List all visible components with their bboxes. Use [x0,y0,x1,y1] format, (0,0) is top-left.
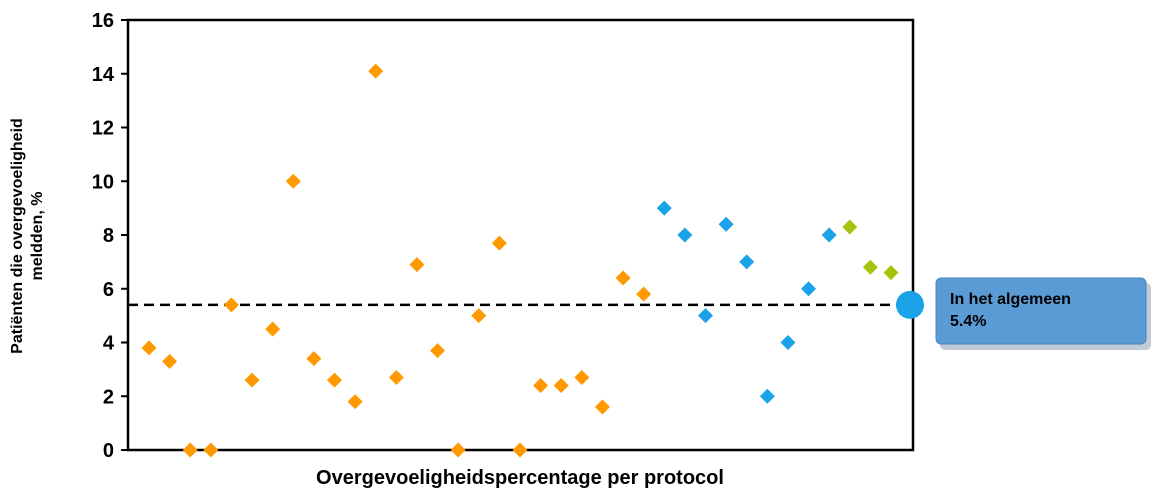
data-point-orange [182,442,198,458]
callout-background [935,277,1147,345]
y-tick-label: 2 [103,386,114,408]
data-point-orange [327,372,342,388]
data-point-orange [141,340,157,356]
y-tick-label: 10 [92,171,114,193]
callout-box: In het algemeen 5.4% [935,277,1151,350]
data-point-orange [347,394,363,410]
data-point-green [862,259,878,275]
plot-area-frame [126,18,915,452]
data-point-orange [388,369,404,385]
data-point-blue [739,254,755,270]
data-points [141,63,899,458]
data-point-orange [409,257,425,273]
data-point-orange [162,353,178,369]
y-tick-label: 4 [103,333,115,355]
data-point-blue [656,200,672,216]
data-point-orange [223,297,239,313]
y-tick-label: 14 [92,64,115,86]
y-tick-label: 8 [103,225,114,247]
y-axis-title-line2: meldden, % [29,192,46,281]
y-axis-title-line1: Patiënten die overgevoeligheid [9,118,26,354]
data-point-orange [553,378,569,393]
data-point-orange [471,308,487,324]
data-point-orange [615,270,631,286]
data-point-orange [450,442,466,458]
data-point-orange [285,173,301,189]
callout-label: In het algemeen [950,291,1071,308]
data-point-orange [368,63,384,79]
data-point-orange [265,321,281,337]
average-marker-dot [896,290,924,319]
data-point-orange [636,286,652,302]
y-tick-label: 12 [92,118,114,140]
x-axis-title: Overgevoeligheidspercentage per protocol [316,467,724,489]
data-point-orange [491,235,507,251]
y-tick-label: 16 [92,10,114,32]
data-point-orange [512,442,528,458]
data-point-orange [533,378,549,393]
data-point-blue [698,308,713,324]
data-point-green [883,265,899,281]
data-point-blue [801,281,817,297]
data-point-blue [718,216,734,232]
data-point-orange [574,369,590,385]
data-point-orange [430,343,446,359]
data-point-blue [780,335,796,350]
data-point-orange [594,399,610,415]
data-point-orange [306,351,322,367]
data-point-orange [244,372,260,388]
data-point-green [842,219,858,235]
data-point-blue [821,227,837,243]
y-axis-ticks: 0 2 4 6 8 10 12 14 16 [92,10,128,462]
y-tick-label: 6 [103,279,114,301]
callout-value: 5.4% [950,313,986,330]
data-point-orange [203,442,219,458]
y-tick-label: 0 [103,440,114,462]
data-point-blue [677,227,693,243]
data-point-blue [759,388,775,404]
